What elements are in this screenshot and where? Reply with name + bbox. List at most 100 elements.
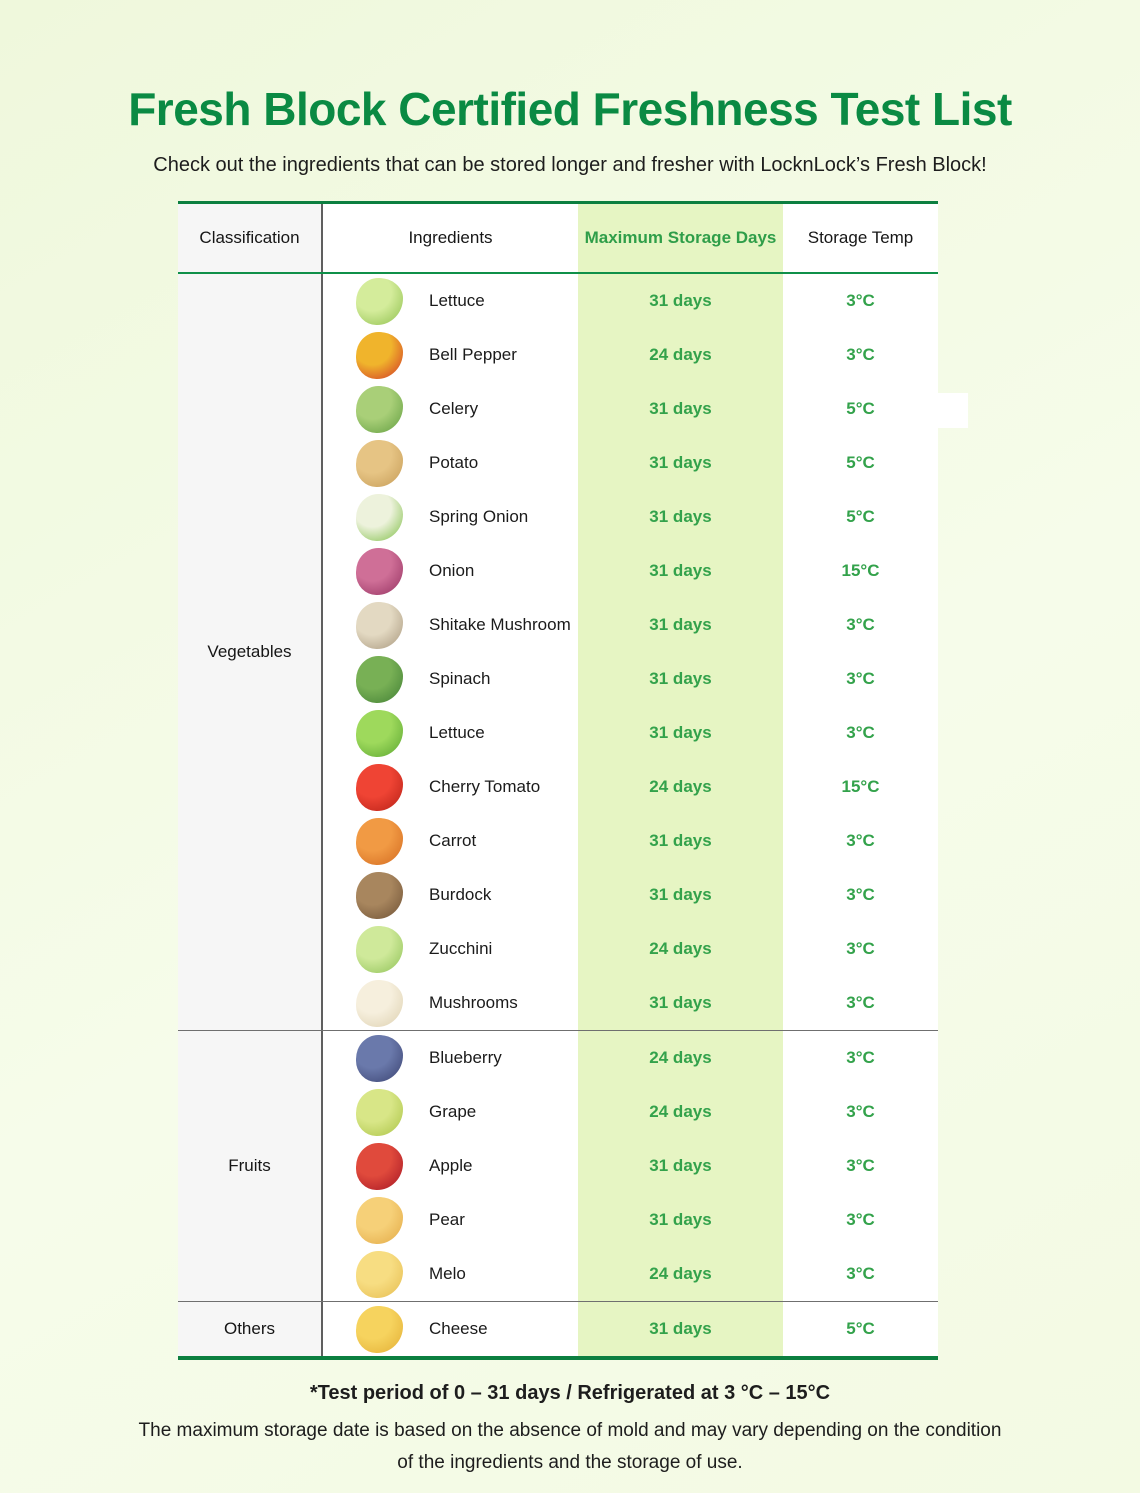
bell-pepper-icon xyxy=(356,331,403,379)
ingredient-name: Cheese xyxy=(429,1319,488,1338)
table-row: Lettuce 31 days 3°C xyxy=(323,274,938,328)
storage-temp-value: 3°C xyxy=(783,706,938,760)
ingredient-name: Blueberry xyxy=(429,1048,502,1067)
storage-days-value: 31 days xyxy=(578,868,783,922)
spinach-icon xyxy=(356,655,403,703)
freshness-table: Classification Ingredients Maximum Stora… xyxy=(178,201,938,1360)
storage-days-value: 31 days xyxy=(578,598,783,652)
ingredient-name: Spring Onion xyxy=(429,507,529,526)
ingredient-name: Celery xyxy=(429,399,479,418)
ingredient-name: Spinach xyxy=(429,669,491,688)
table-row: Burdock 31 days 3°C xyxy=(323,868,938,922)
ingredient-name: Lettuce xyxy=(429,723,485,742)
storage-temp-value: 5°C xyxy=(783,1302,938,1356)
storage-days-value: 31 days xyxy=(578,706,783,760)
table-group-rows-others: Cheese 31 days 5°C xyxy=(323,1302,938,1356)
table-row: Onion 31 days 15°C xyxy=(323,544,938,598)
white-patch xyxy=(938,393,968,428)
classification-cell-others: Others xyxy=(178,1302,323,1356)
footnotes: *Test period of 0 – 31 days / Refrigerat… xyxy=(0,1382,1140,1479)
storage-days-value: 31 days xyxy=(578,382,783,436)
table-group-rows-vegetables: Lettuce 31 days 3°C Bell Pepper 24 days 3°C Ce… xyxy=(323,274,938,1030)
ingredient-cell: Spring Onion xyxy=(323,490,578,544)
ingredient-name: Potato xyxy=(429,453,479,472)
ingredient-name: Pear xyxy=(429,1210,465,1229)
enoki-mushrooms-icon xyxy=(356,979,403,1027)
classification-label: Vegetables xyxy=(207,642,292,661)
ingredient-cell: Spinach xyxy=(323,652,578,706)
cherry-tomato-icon xyxy=(356,763,403,811)
lettuce-head-icon xyxy=(356,709,403,757)
table-row: Pear 31 days 3°C xyxy=(323,1193,938,1247)
storage-temp-value: 15°C xyxy=(783,544,938,598)
header-cell-storage-temp: Storage Temp xyxy=(783,204,938,272)
storage-temp-value: 3°C xyxy=(783,868,938,922)
storage-days-value: 31 days xyxy=(578,436,783,490)
table-row: Potato 31 days 5°C xyxy=(323,436,938,490)
table-row: Cheese 31 days 5°C xyxy=(323,1302,938,1356)
grape-icon xyxy=(356,1088,403,1136)
storage-days-value: 24 days xyxy=(578,1247,783,1301)
storage-days-value: 31 days xyxy=(578,652,783,706)
storage-temp-value: 3°C xyxy=(783,1085,938,1139)
ingredient-name: Lettuce xyxy=(429,291,485,310)
ingredient-cell: Cherry Tomato xyxy=(323,760,578,814)
table-row: Melo 24 days 3°C xyxy=(323,1247,938,1301)
ingredient-cell: Zucchini xyxy=(323,922,578,976)
header-cell-classification: Classification xyxy=(178,204,323,272)
table-row: Mushrooms 31 days 3°C xyxy=(323,976,938,1030)
ingredient-name: Onion xyxy=(429,561,475,580)
ingredient-cell: Bell Pepper xyxy=(323,328,578,382)
ingredient-name: Grape xyxy=(429,1102,477,1121)
carrot-icon xyxy=(356,817,403,865)
classification-label: Fruits xyxy=(228,1156,271,1175)
storage-temp-value: 3°C xyxy=(783,1031,938,1085)
page-title: Fresh Block Certified Freshness Test Lis… xyxy=(128,83,1012,135)
table-header-row: Classification Ingredients Maximum Stora… xyxy=(178,204,938,274)
table-row: Zucchini 24 days 3°C xyxy=(323,922,938,976)
storage-temp-value: 3°C xyxy=(783,328,938,382)
onion-icon xyxy=(356,547,403,595)
ingredient-cell: Potato xyxy=(323,436,578,490)
storage-days-value: 24 days xyxy=(578,1085,783,1139)
spring-onion-icon xyxy=(356,493,403,541)
melo-icon xyxy=(356,1250,403,1298)
ingredient-name: Bell Pepper xyxy=(429,345,517,364)
shitake-mushroom-icon xyxy=(356,601,403,649)
table-row: Lettuce 31 days 3°C xyxy=(323,706,938,760)
ingredient-cell: Lettuce xyxy=(323,274,578,328)
storage-days-value: 31 days xyxy=(578,1193,783,1247)
zucchini-icon xyxy=(356,925,403,973)
table-row: Grape 24 days 3°C xyxy=(323,1085,938,1139)
storage-temp-value: 3°C xyxy=(783,922,938,976)
classification-cell-fruits: Fruits xyxy=(178,1031,323,1301)
ingredient-name: Apple xyxy=(429,1156,473,1175)
table-row: Apple 31 days 3°C xyxy=(323,1139,938,1193)
ingredient-cell: Mushrooms xyxy=(323,976,578,1030)
table-row: Bell Pepper 24 days 3°C xyxy=(323,328,938,382)
storage-days-value: 31 days xyxy=(578,1139,783,1193)
classification-label: Others xyxy=(223,1319,276,1338)
ingredient-name: Carrot xyxy=(429,831,477,850)
footnote-disclaimer-line2: of the ingredients and the storage of us… xyxy=(397,1451,743,1473)
storage-temp-value: 5°C xyxy=(783,490,938,544)
storage-days-value: 24 days xyxy=(578,922,783,976)
ingredient-cell: Pear xyxy=(323,1193,578,1247)
storage-days-value: 31 days xyxy=(578,274,783,328)
table-group-rows-fruits: Blueberry 24 days 3°C Grape 24 days 3°C Apple 3… xyxy=(323,1031,938,1301)
ingredient-cell: Cheese xyxy=(323,1302,578,1356)
footnote-disclaimer-line1: The maximum storage date is based on the… xyxy=(138,1420,1002,1441)
table-row: Carrot 31 days 3°C xyxy=(323,814,938,868)
storage-temp-value: 3°C xyxy=(783,652,938,706)
table-row: Celery 31 days 5°C xyxy=(323,382,938,436)
ingredient-cell: Onion xyxy=(323,544,578,598)
storage-temp-value: 3°C xyxy=(783,814,938,868)
ingredient-name: Mushrooms xyxy=(429,993,518,1012)
header-cell-max-storage-days: Maximum Storage Days xyxy=(578,204,783,272)
storage-days-value: 31 days xyxy=(578,1302,783,1356)
ingredient-cell: Burdock xyxy=(323,868,578,922)
ingredient-name: Melo xyxy=(429,1264,466,1283)
ingredient-cell: Celery xyxy=(323,382,578,436)
storage-temp-value: 3°C xyxy=(783,274,938,328)
storage-temp-value: 3°C xyxy=(783,1247,938,1301)
